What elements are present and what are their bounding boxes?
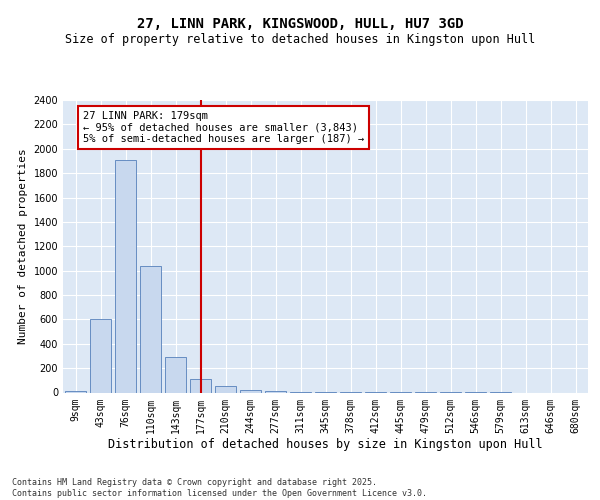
Bar [240, 390, 261, 392]
Text: 27 LINN PARK: 179sqm
← 95% of detached houses are smaller (3,843)
5% of semi-det: 27 LINN PARK: 179sqm ← 95% of detached h… [83, 111, 364, 144]
Bar [90, 320, 111, 392]
Text: 27, LINN PARK, KINGSWOOD, HULL, HU7 3GD: 27, LINN PARK, KINGSWOOD, HULL, HU7 3GD [137, 18, 463, 32]
Bar [265, 390, 286, 392]
Bar [165, 357, 186, 392]
Bar [65, 390, 86, 392]
Bar [215, 386, 236, 392]
X-axis label: Distribution of detached houses by size in Kingston upon Hull: Distribution of detached houses by size … [108, 438, 543, 451]
Bar [190, 379, 211, 392]
Text: Contains HM Land Registry data © Crown copyright and database right 2025.
Contai: Contains HM Land Registry data © Crown c… [12, 478, 427, 498]
Bar [115, 160, 136, 392]
Text: Size of property relative to detached houses in Kingston upon Hull: Size of property relative to detached ho… [65, 32, 535, 46]
Y-axis label: Number of detached properties: Number of detached properties [18, 148, 28, 344]
Bar [140, 266, 161, 392]
